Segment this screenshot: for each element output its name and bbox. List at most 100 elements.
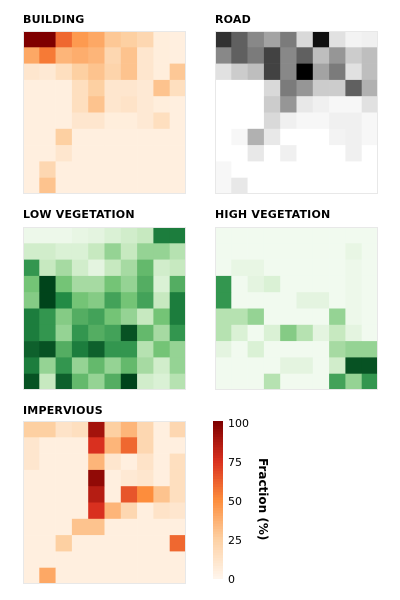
heatmap-cell: [23, 243, 40, 260]
heatmap-cell: [215, 112, 232, 130]
heatmap-cell: [120, 421, 138, 438]
colorbar-tick-0: 0: [228, 573, 235, 586]
heatmap-cell: [280, 128, 297, 146]
heatmap-cell: [88, 486, 105, 503]
heatmap-cell: [23, 324, 40, 342]
heatmap-cell: [361, 373, 378, 390]
heatmap-frame: [215, 31, 378, 194]
heatmap-cell: [231, 324, 248, 342]
colorbar-segment: [213, 555, 223, 559]
colorbar-axis-title: Fraction (%): [256, 458, 270, 541]
heatmap-cell: [312, 227, 330, 244]
heatmap-cell: [169, 96, 186, 113]
heatmap-cell: [361, 161, 378, 178]
heatmap-cell: [39, 177, 56, 194]
heatmap-cell: [215, 177, 232, 194]
heatmap-cell: [215, 308, 232, 326]
heatmap-cell: [88, 341, 105, 358]
heatmap-cell: [39, 469, 56, 487]
heatmap-cell: [120, 469, 138, 487]
heatmap-cell: [169, 502, 186, 520]
heatmap-cell: [329, 31, 346, 48]
heatmap-cell: [88, 437, 105, 454]
heatmap-cell: [153, 518, 170, 536]
heatmap-cell: [71, 535, 89, 552]
heatmap-cell: [153, 112, 170, 130]
panel-title-high-vegetation: HIGH VEGETATION: [215, 208, 331, 221]
heatmap-cell: [104, 324, 122, 342]
heatmap-cell: [137, 227, 154, 244]
heatmap-cell: [169, 308, 186, 326]
heatmap-cell: [71, 502, 89, 520]
heatmap-cell: [55, 502, 73, 520]
heatmap-cell: [104, 308, 122, 326]
heatmap-cell: [153, 535, 170, 552]
heatmap-cell: [88, 227, 105, 244]
heatmap-cell: [120, 275, 138, 293]
heatmap-cell: [329, 112, 346, 130]
heatmap-cell: [55, 275, 73, 293]
heatmap-cell: [345, 227, 362, 244]
heatmap-cell: [263, 79, 281, 97]
heatmap-cell: [23, 145, 40, 162]
heatmap-cell: [71, 177, 89, 194]
heatmap-cell: [39, 243, 56, 260]
heatmap-cell: [312, 47, 330, 64]
heatmap-cell: [153, 551, 170, 568]
heatmap-cell: [88, 31, 105, 48]
colorbar-segment: [213, 505, 223, 509]
heatmap-cell: [153, 259, 170, 277]
heatmap-frame: [215, 227, 378, 390]
heatmap-cell: [120, 308, 138, 326]
heatmap-cell: [88, 535, 105, 552]
heatmap-cell: [169, 421, 186, 438]
heatmap-cell: [361, 227, 378, 244]
colorbar-segment: [213, 576, 223, 579]
heatmap-cell: [137, 161, 154, 178]
heatmap-cell: [280, 145, 297, 162]
heatmap-cell: [296, 79, 314, 97]
colorbar-segment: [213, 463, 223, 467]
colorbar-segment: [213, 447, 223, 451]
heatmap-cell: [137, 502, 154, 520]
heatmap-cell: [345, 243, 362, 260]
colorbar-segment: [213, 436, 223, 440]
heatmap-cell: [120, 259, 138, 277]
heatmap-cell: [153, 128, 170, 146]
colorbar-tick-25: 25: [228, 534, 242, 547]
heatmap-cell: [231, 357, 248, 374]
colorbar-segment: [213, 550, 223, 554]
heatmap-cell: [71, 357, 89, 374]
heatmap-cell: [247, 112, 265, 130]
heatmap-cell: [215, 227, 232, 244]
colorbar-segment: [213, 442, 223, 446]
heatmap-cell: [215, 47, 232, 64]
heatmap-cell: [71, 128, 89, 146]
colorbar-segment: [213, 563, 223, 567]
heatmap-cell: [39, 47, 56, 64]
heatmap-cell: [39, 275, 56, 293]
heatmap-cell: [296, 145, 314, 162]
heatmap-cell: [153, 486, 170, 503]
heatmap-cell: [169, 324, 186, 342]
heatmap-cell: [55, 518, 73, 536]
heatmap-cell: [88, 145, 105, 162]
heatmap-cell: [137, 47, 154, 64]
heatmap-cell: [263, 324, 281, 342]
heatmap-cell: [137, 486, 154, 503]
heatmap-cell: [169, 518, 186, 536]
heatmap-cell: [169, 63, 186, 81]
heatmap-cell: [231, 308, 248, 326]
heatmap-cell: [169, 177, 186, 194]
colorbar-tick-75: 75: [228, 456, 242, 469]
heatmap-cell: [23, 437, 40, 454]
heatmap-cell: [280, 112, 297, 130]
heatmap-cell: [312, 177, 330, 194]
heatmap-cell: [296, 128, 314, 146]
colorbar-segment: [213, 497, 223, 501]
heatmap-cell: [231, 259, 248, 277]
heatmap-cell: [231, 96, 248, 113]
heatmap-cell: [247, 341, 265, 358]
heatmap-cell: [88, 551, 105, 568]
heatmap-cell: [120, 161, 138, 178]
